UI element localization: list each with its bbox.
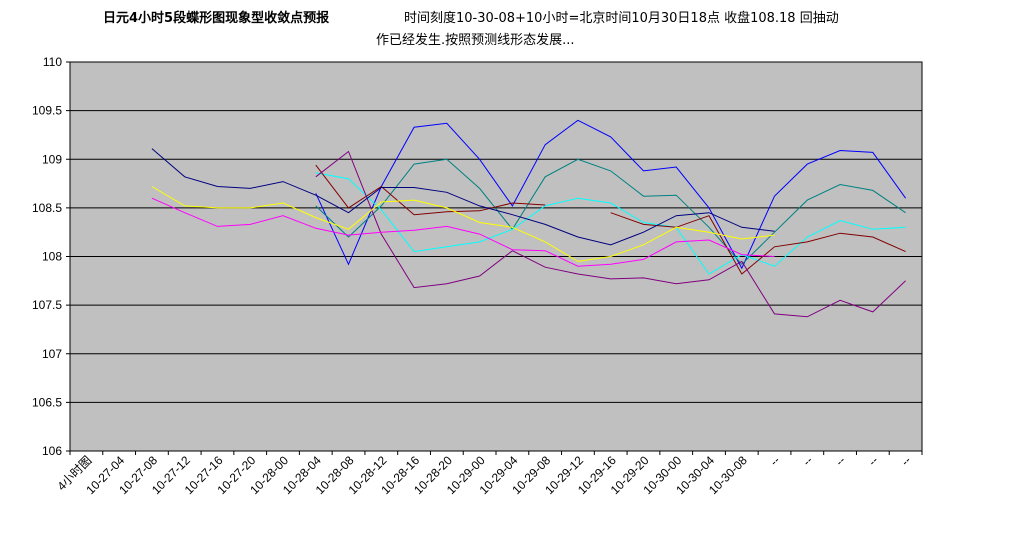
y-tick-label: 106 [42, 444, 62, 458]
series-line-1 [315, 119, 907, 270]
y-tick-label: 106.5 [32, 395, 62, 409]
y-tick-label: 107.5 [32, 298, 62, 312]
y-tick-label: 108 [42, 250, 62, 264]
x-axis-ticks: 4小时图10-27-0410-27-0810-27-1210-27-1610-2… [54, 451, 923, 497]
x-tick-label: -- [767, 453, 783, 469]
y-tick-label: 107 [42, 347, 62, 361]
gridlines [70, 110, 922, 403]
y-tick-label: 109 [42, 152, 62, 166]
x-tick-label: -- [865, 453, 881, 469]
series-line-7 [151, 186, 775, 262]
y-tick-label: 109.5 [32, 104, 62, 118]
y-axis-ticks: 110 109.5 109 108.5 108 107.5 107 106.5 106 [32, 55, 70, 458]
series-line-8 [151, 197, 775, 267]
series-lines [151, 119, 907, 318]
chart-title-bold: 日元4小时5段蝶形图现象型收敛点预报 [103, 10, 330, 26]
y-tick-label: 110 [43, 55, 62, 69]
y-tick-label: 108.5 [32, 201, 62, 215]
series-line-3 [315, 172, 906, 275]
x-tick-label: -- [898, 453, 914, 469]
series-line-2 [315, 158, 906, 266]
series-line-5 [315, 150, 906, 318]
x-tick-label: -- [800, 453, 816, 469]
series-line-4 [315, 164, 906, 275]
chart-title-line1: 时间刻度10-30-08+10小时=北京时间10月30日18点 收盘108.18… [404, 10, 839, 26]
x-tick-label: -- [833, 453, 849, 469]
series-line-6 [151, 148, 775, 246]
chart-title-line2: 作已经发生.按照预测线形态发展... [376, 32, 575, 48]
